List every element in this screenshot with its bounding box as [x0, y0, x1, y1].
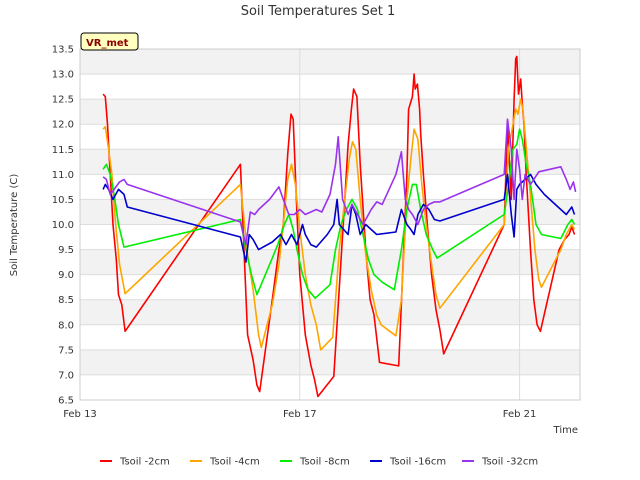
- grid-lines: [79, 48, 581, 401]
- series-line-tsoil-8cm: [102, 128, 576, 300]
- station-label: VR_met: [86, 38, 129, 49]
- y-tick-label: 13.0: [52, 70, 74, 81]
- y-tick-label: 12.0: [52, 120, 74, 131]
- legend-label: Tsoil -2cm: [119, 457, 170, 468]
- y-tick-label: 13.5: [52, 45, 74, 56]
- station-badge: VR_met: [80, 32, 139, 51]
- y-tick-label: 9.5: [58, 245, 74, 256]
- x-tick-label: Feb 21: [503, 409, 537, 420]
- y-tick-label: 8.0: [58, 320, 74, 331]
- y-tick-label: 7.5: [58, 345, 74, 356]
- legend-label: Tsoil -4cm: [209, 457, 260, 468]
- legend-label: Tsoil -32cm: [481, 457, 538, 468]
- plot-band: [80, 99, 580, 125]
- y-tick-label: 11.0: [52, 170, 74, 181]
- y-tick-label: 7.0: [58, 370, 74, 381]
- plot-band: [80, 249, 580, 275]
- y-tick-label: 11.5: [52, 145, 74, 156]
- y-axis-label: Soil Temperature (C): [9, 174, 20, 277]
- series-line-tsoil-32cm: [102, 118, 577, 246]
- y-tick-label: 12.5: [52, 95, 74, 106]
- x-tick-label: Feb 13: [63, 409, 97, 420]
- station-badge-box: [80, 32, 139, 51]
- y-tick-label: 9.0: [58, 270, 74, 281]
- plot-band: [80, 299, 580, 325]
- plot-border: [79, 48, 581, 401]
- y-tick-label: 8.5: [58, 295, 74, 306]
- x-axis-label: Time: [553, 425, 578, 436]
- series-line-tsoil-2cm: [102, 55, 576, 398]
- plot-band: [80, 49, 580, 75]
- plot-band: [80, 349, 580, 375]
- y-tick-label: 10.5: [52, 195, 74, 206]
- x-axis-ticks: Feb 13 Feb 17 Feb 21: [63, 409, 536, 420]
- chart-title: Soil Temperatures Set 1: [241, 4, 396, 19]
- y-axis-ticks: 6.5 7.0 7.5 8.0 8.5 9.0 9.5 10.0 10.5 11.0 11.5 12.…: [52, 45, 74, 407]
- y-tick-label: 10.0: [52, 220, 74, 231]
- plot-band: [80, 149, 580, 175]
- legend: Tsoil -2cm Tsoil -4cm Tsoil -8cm Tsoil -16c…: [100, 457, 538, 468]
- series-lines: [102, 55, 577, 398]
- series-line-tsoil-4cm: [102, 98, 576, 351]
- legend-label: Tsoil -16cm: [389, 457, 446, 468]
- legend-label: Tsoil -8cm: [299, 457, 350, 468]
- series-line-tsoil-16cm: [102, 173, 576, 263]
- y-tick-label: 6.5: [58, 396, 74, 407]
- x-tick-label: Feb 17: [283, 409, 317, 420]
